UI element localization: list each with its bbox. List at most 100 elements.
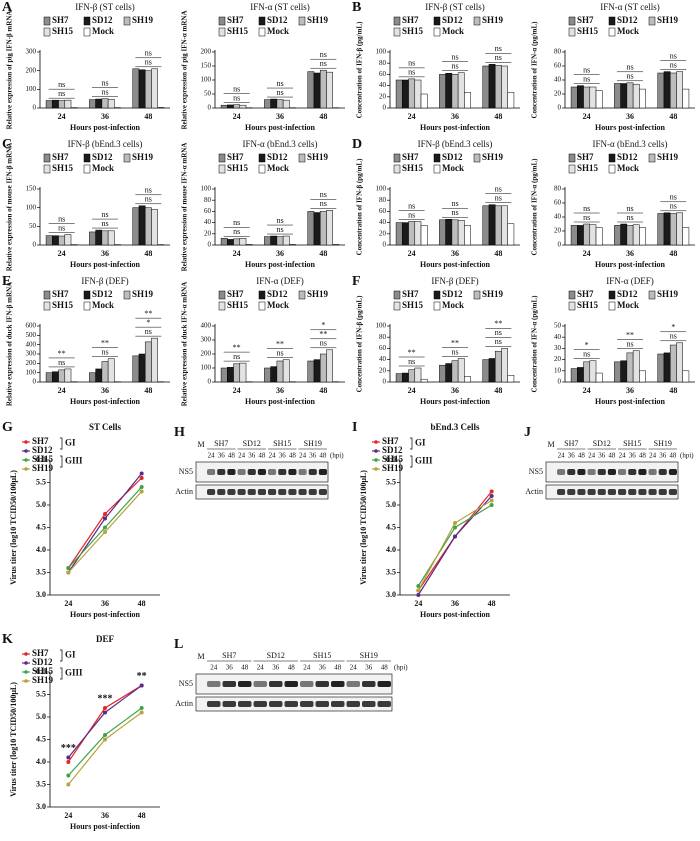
bar <box>313 212 321 246</box>
x-tick-label: 36 <box>276 249 284 258</box>
time-label: 24 <box>619 452 627 460</box>
bar <box>657 72 665 109</box>
y-tick-label: 200 <box>26 66 37 74</box>
bar <box>464 225 471 246</box>
blot-band <box>377 701 391 707</box>
y-tick-label: 4.5 <box>36 734 46 743</box>
legend-label: Mock <box>442 163 464 173</box>
legend-label: SH7 <box>402 289 419 299</box>
bar <box>632 83 640 109</box>
significance-label: ** <box>233 343 241 352</box>
group-bracket <box>60 667 63 680</box>
chart-title: IFN-α (bEnd.3 cells) <box>243 139 318 149</box>
legend-swatch <box>258 16 266 26</box>
significance-label: ns <box>670 60 677 69</box>
legend-label: SH19 <box>32 675 54 685</box>
bar <box>488 64 496 109</box>
panel-label: K <box>2 632 13 647</box>
y-tick-label: 100 <box>201 76 212 84</box>
legend-swatch <box>43 164 51 174</box>
significance-label: ns <box>233 227 240 236</box>
bar <box>451 219 459 246</box>
significance-label: ** <box>58 349 66 358</box>
bar <box>589 360 597 383</box>
point <box>66 566 71 570</box>
y-tick-label: 30 <box>554 344 562 352</box>
y-tick-label: 3.5 <box>36 567 46 576</box>
legend-swatch <box>393 27 401 37</box>
legend-swatch <box>43 27 51 37</box>
bar <box>420 93 428 109</box>
bar <box>319 353 327 383</box>
bar <box>464 376 471 383</box>
bar <box>583 86 591 109</box>
legend-label: SH15 <box>52 26 74 36</box>
x-tick-label: 36 <box>626 249 634 258</box>
legend-swatch <box>43 290 51 300</box>
y-tick-label: 60 <box>204 207 212 215</box>
time-label: 48 <box>381 664 389 672</box>
blot-band <box>318 469 327 475</box>
x-tick-label: 48 <box>144 386 152 395</box>
chart-title: IFN-α (ST cells) <box>600 2 660 12</box>
legend-swatch <box>123 153 131 163</box>
legend-swatch <box>608 301 616 311</box>
x-axis-label: Hours post-infection <box>70 822 141 831</box>
y-tick-label: 0 <box>33 104 37 112</box>
blot-band <box>577 469 586 475</box>
x-tick-label: 36 <box>451 249 459 258</box>
point <box>103 710 107 715</box>
bar <box>632 224 640 246</box>
legend-swatch <box>218 290 226 300</box>
x-axis-label: Hours post-infection <box>245 260 316 269</box>
legend-swatch <box>393 290 401 300</box>
bar <box>639 227 646 246</box>
bar <box>282 235 290 246</box>
significance-label: ns <box>145 195 152 204</box>
blot-band <box>628 489 637 495</box>
significance-label: ns <box>145 49 152 58</box>
line <box>417 495 493 596</box>
legend-label: Mock <box>442 300 464 310</box>
blot-band <box>308 489 317 495</box>
bar <box>632 350 640 383</box>
bar <box>107 98 115 109</box>
bar <box>45 100 53 109</box>
significance-label: * <box>671 323 675 332</box>
bar <box>326 349 333 383</box>
point <box>139 706 144 710</box>
point <box>103 737 107 742</box>
bar <box>239 362 247 383</box>
time-label: 48 <box>334 664 342 672</box>
y-tick-label: 60 <box>554 199 562 207</box>
bar <box>676 212 683 246</box>
point <box>103 733 107 737</box>
y-tick-label: 40 <box>554 333 562 341</box>
x-tick-label: 48 <box>488 599 496 608</box>
blot-band <box>207 681 221 687</box>
significance-label: ns <box>670 332 677 341</box>
time-label: 36 <box>365 664 373 672</box>
bar <box>494 350 502 383</box>
bar <box>307 360 315 383</box>
bar <box>445 363 453 383</box>
significance-label: ns <box>408 357 415 366</box>
y-tick-label: 4.0 <box>386 545 396 554</box>
significance-label: * <box>585 341 589 350</box>
legend-label: SH7 <box>52 15 69 25</box>
bar <box>402 79 409 109</box>
significance-label: ns <box>101 210 108 219</box>
y-tick-label: 20 <box>554 355 562 363</box>
bar <box>445 218 453 246</box>
x-tick-label: 36 <box>451 599 459 608</box>
bar <box>408 369 416 383</box>
legend-label: SH15 <box>577 300 599 310</box>
bar <box>420 225 428 246</box>
legend-marker <box>24 652 28 656</box>
blot-band <box>567 489 576 495</box>
legend-swatch <box>608 16 616 26</box>
y-tick-label: 60 <box>379 70 387 78</box>
panel-label: E <box>2 274 11 289</box>
x-tick-label: 36 <box>101 811 109 820</box>
point <box>103 512 107 516</box>
